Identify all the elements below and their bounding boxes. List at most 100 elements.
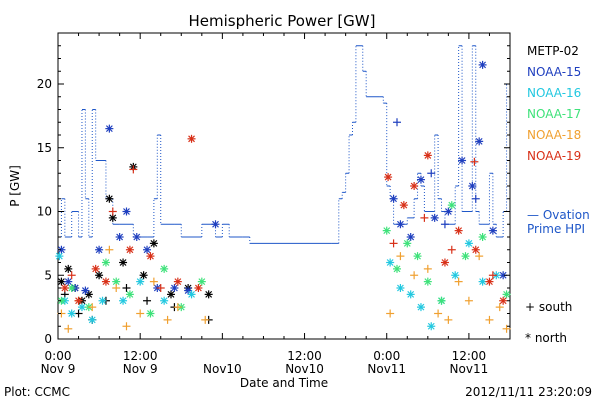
x-tick-date-label: Nov10 <box>203 362 242 376</box>
point-stroke <box>75 297 82 305</box>
legend-entry-noaa-18: NOAA-18 <box>527 128 581 142</box>
point-south <box>420 213 429 222</box>
point-stroke <box>194 284 202 292</box>
point-stroke <box>119 297 127 305</box>
point-stroke <box>465 239 473 247</box>
point-stroke <box>441 259 449 266</box>
point-stroke <box>92 265 100 273</box>
point-north <box>204 290 213 299</box>
point-south <box>410 271 419 280</box>
point-stroke <box>499 297 507 305</box>
chart-title: Hemispheric Power [GW] <box>189 12 376 30</box>
point-north <box>101 258 110 267</box>
x-tick-date-label: Nov10 <box>285 362 324 376</box>
point-north <box>384 173 393 182</box>
point-south <box>440 220 449 229</box>
point-north <box>105 124 114 133</box>
point-stroke <box>126 290 134 298</box>
point-north <box>471 245 480 254</box>
point-stroke <box>68 284 76 292</box>
point-stroke <box>57 278 65 286</box>
plot-credit: Plot: CCMC <box>4 385 70 399</box>
point-south <box>475 252 484 261</box>
point-stroke <box>126 246 134 254</box>
point-north <box>146 309 155 318</box>
point-north <box>447 201 456 210</box>
point-north <box>88 315 97 324</box>
point-north <box>160 296 169 305</box>
legend-entry-noaa-17: NOAA-17 <box>527 107 581 121</box>
point-north <box>187 290 196 299</box>
point-stroke <box>427 322 435 330</box>
point-north <box>57 277 66 286</box>
point-stroke <box>475 137 483 145</box>
point-south <box>173 303 182 312</box>
point-north <box>187 134 196 143</box>
point-south <box>434 309 443 318</box>
point-stroke <box>414 252 421 260</box>
point-north <box>95 271 104 280</box>
point-south <box>389 239 398 248</box>
point-stroke <box>417 303 425 311</box>
point-north <box>119 258 128 267</box>
point-north <box>382 226 391 235</box>
point-north <box>194 284 203 292</box>
point-north <box>64 264 73 273</box>
point-north <box>146 252 155 261</box>
point-stroke <box>147 252 154 260</box>
point-north <box>91 264 100 273</box>
point-stroke <box>479 61 487 69</box>
legend-entry-metp-02: METP-02 <box>527 44 579 58</box>
point-stroke <box>188 135 195 143</box>
point-stroke <box>396 220 404 228</box>
point-stroke <box>123 208 130 215</box>
point-south <box>502 324 511 333</box>
point-south <box>444 315 453 324</box>
point-north <box>464 239 473 248</box>
point-south <box>201 315 210 324</box>
point-stroke <box>424 151 432 159</box>
y-tick-label: 15 <box>37 141 52 155</box>
point-stroke <box>462 252 469 260</box>
point-stroke <box>486 278 493 286</box>
point-south <box>488 271 497 280</box>
point-stroke <box>444 208 452 215</box>
point-stroke <box>99 297 106 305</box>
point-north <box>119 296 128 305</box>
point-north <box>160 264 169 273</box>
point-stroke <box>102 259 110 266</box>
point-north <box>468 182 477 190</box>
point-stroke <box>102 278 110 286</box>
point-north <box>105 194 114 203</box>
ovation-legend-line2: Prime HPI <box>527 222 585 236</box>
point-stroke <box>417 176 425 184</box>
point-stroke <box>468 182 476 190</box>
y-tick-label: 10 <box>37 205 52 219</box>
point-stroke <box>396 284 404 292</box>
point-stroke <box>424 278 432 286</box>
x-axis-label: Date and Time <box>240 376 328 390</box>
point-north <box>451 271 460 280</box>
point-stroke <box>448 201 456 209</box>
point-north <box>478 60 487 69</box>
point-stroke <box>64 278 72 286</box>
point-stroke <box>393 265 401 273</box>
point-north <box>454 226 463 235</box>
point-stroke <box>458 157 466 164</box>
point-north <box>416 175 425 184</box>
point-north <box>197 277 206 286</box>
point-north <box>136 277 145 286</box>
point-north <box>488 226 497 235</box>
point-stroke <box>116 233 124 241</box>
point-south <box>485 315 494 324</box>
legend-entry-noaa-16: NOAA-16 <box>527 86 581 100</box>
point-north <box>132 233 141 241</box>
point-south <box>108 207 117 216</box>
point-north <box>125 245 134 254</box>
point-south <box>427 169 436 178</box>
point-stroke <box>451 271 459 279</box>
point-south <box>423 264 432 273</box>
point-stroke <box>78 303 86 311</box>
point-north <box>173 277 182 286</box>
